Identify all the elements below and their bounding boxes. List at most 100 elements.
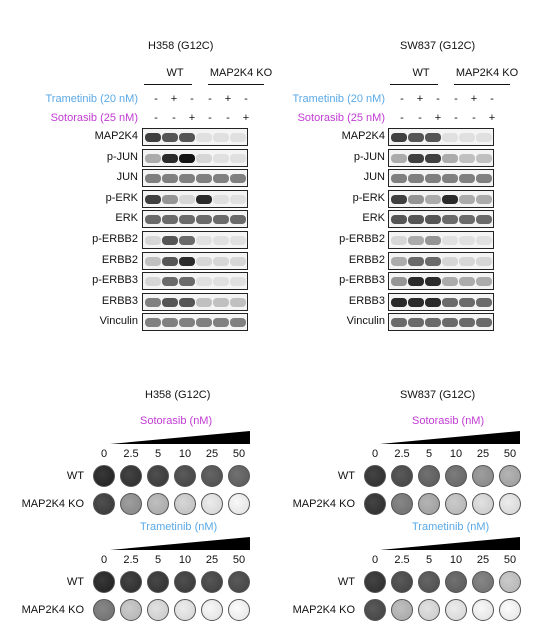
blot-band — [391, 256, 407, 266]
concentration-label: 5 — [425, 554, 433, 566]
trametinib-sign: - — [244, 93, 248, 105]
blot-band — [196, 174, 212, 184]
colony-dish — [391, 571, 413, 593]
blot-label: p-JUN — [106, 150, 138, 163]
blot-band — [145, 174, 161, 184]
blot-band — [391, 133, 407, 142]
blot-band — [213, 277, 229, 287]
blot-band — [213, 318, 229, 328]
colony-dish — [228, 599, 250, 621]
wedge-shape — [380, 431, 520, 444]
group-underline-wt — [144, 84, 192, 85]
concentration-label: 0 — [100, 554, 108, 566]
drug-label: Trametinib (nM) — [412, 521, 490, 533]
blot-band — [213, 256, 229, 266]
colony-dish — [93, 493, 115, 515]
colony-dish — [120, 599, 142, 621]
colony-dish — [472, 465, 494, 487]
row-label: WT — [66, 576, 84, 588]
sotorasib-sign: - — [226, 112, 230, 124]
trametinib-sign: - — [208, 93, 212, 105]
blot-band — [162, 256, 178, 266]
blot-band — [162, 174, 178, 184]
blot-band — [476, 133, 492, 142]
colony-dish — [174, 465, 196, 487]
blot-band — [230, 277, 246, 287]
colony-dish — [147, 599, 169, 621]
blot-band — [425, 153, 441, 163]
colony-dish — [499, 493, 521, 515]
blot-band — [179, 174, 195, 184]
blot-band — [179, 133, 195, 142]
blot-band — [442, 174, 458, 184]
blot-strip — [142, 169, 248, 188]
blot-band — [476, 318, 492, 328]
group-label-wt: WT — [166, 67, 184, 79]
drug-label: Sotorasib (nM) — [412, 415, 485, 427]
blot-band — [213, 215, 229, 225]
blot-band — [196, 194, 212, 204]
sotorasib-sign: + — [488, 112, 496, 124]
blot-band — [145, 256, 161, 266]
blot-band — [476, 215, 492, 225]
concentration-wedge — [380, 537, 520, 550]
row-label: MAP2K4 KO — [292, 498, 355, 510]
colony-dish — [174, 571, 196, 593]
blot-label: JUN — [116, 171, 138, 184]
colony-dish — [418, 493, 440, 515]
blot-band — [179, 256, 195, 266]
blot-strip — [142, 251, 248, 270]
blot-strip — [142, 210, 248, 229]
blot-band — [145, 153, 161, 163]
blot-band — [179, 277, 195, 287]
concentration-label: 5 — [154, 448, 162, 460]
sotorasib-sign: + — [188, 112, 196, 124]
blot-label: Vinculin — [99, 315, 138, 328]
colony-dish — [147, 465, 169, 487]
concentration-label: 50 — [503, 554, 517, 566]
concentration-label: 10 — [449, 554, 463, 566]
blot-label: ERK — [362, 212, 385, 225]
sotorasib-sign: - — [208, 112, 212, 124]
blot-band — [442, 236, 458, 245]
trametinib-label: Trametinib (20 nM) — [45, 93, 138, 105]
sotorasib-label: Sotorasib (25 nM) — [50, 112, 138, 124]
blot-band — [162, 153, 178, 163]
drug-label: Trametinib (nM) — [140, 521, 218, 533]
group-underline-wt — [390, 84, 438, 85]
concentration-label: 25 — [476, 448, 490, 460]
blot-band — [425, 277, 441, 287]
blot-band — [425, 236, 441, 245]
colony-cell-line-title: H358 (G12C) — [145, 389, 211, 401]
concentration-label: 0 — [100, 448, 108, 460]
trametinib-sign: - — [154, 93, 158, 105]
row-label: MAP2K4 KO — [292, 604, 355, 616]
blot-band — [162, 297, 178, 307]
blot-band — [230, 297, 246, 307]
blot-strip — [142, 148, 248, 167]
blot-band — [196, 236, 212, 245]
colony-dish — [201, 571, 223, 593]
blot-band — [459, 153, 475, 163]
colony-dish — [147, 493, 169, 515]
blot-band — [425, 318, 441, 328]
blot-label: p-ERBB2 — [92, 233, 138, 245]
blot-band — [459, 174, 475, 184]
blot-band — [459, 133, 475, 142]
colony-dish — [201, 465, 223, 487]
blot-strip — [142, 231, 248, 249]
blot-band — [196, 153, 212, 163]
blot-band — [408, 194, 424, 204]
blot-band — [391, 215, 407, 225]
blot-strip — [388, 231, 494, 249]
blot-label: ERBB2 — [348, 253, 385, 266]
colony-dish — [418, 599, 440, 621]
blot-band — [408, 256, 424, 266]
group-label-wt: WT — [412, 67, 430, 79]
blot-label: ERBB2 — [101, 253, 138, 266]
blot-band — [230, 153, 246, 163]
western-cell-line-title: H358 (G12C) — [148, 40, 214, 52]
blot-band — [442, 153, 458, 163]
western-cell-line-title: SW837 (G12C) — [400, 40, 476, 52]
colony-dish — [93, 465, 115, 487]
